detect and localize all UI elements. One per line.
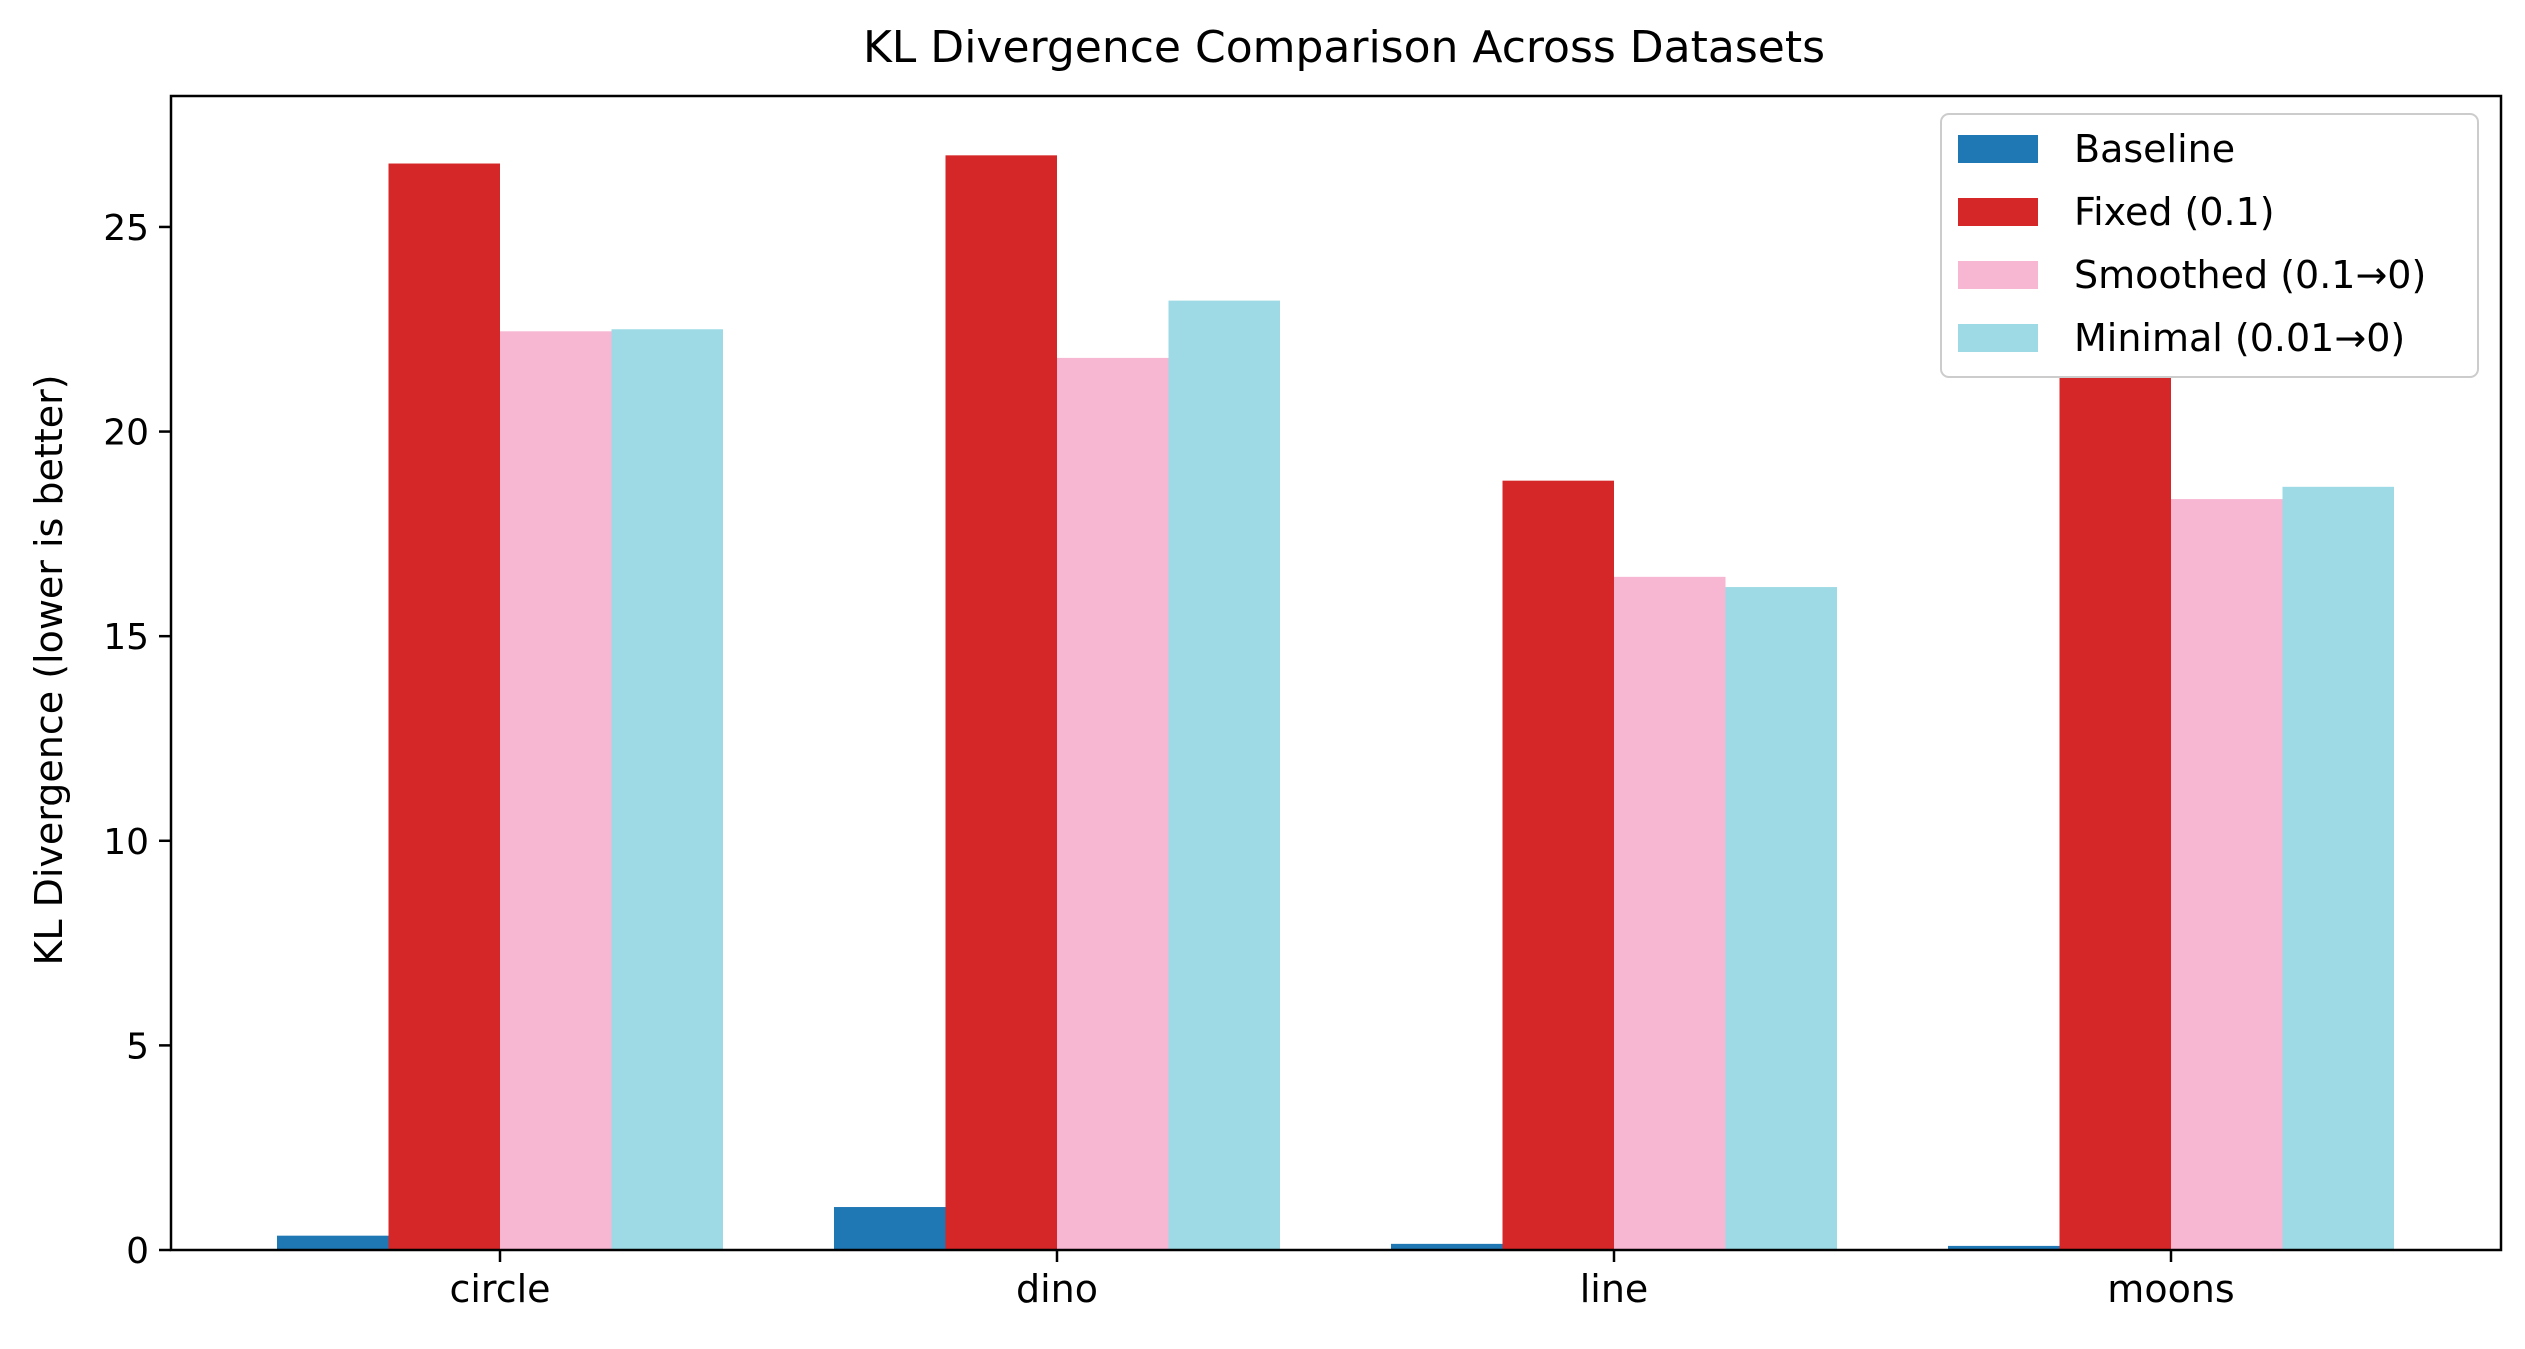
bar-baseline-circle <box>277 1235 389 1250</box>
bars-layer <box>277 155 2394 1251</box>
legend-swatch <box>1958 324 2038 352</box>
bar-baseline-line <box>1391 1243 1503 1250</box>
bar-fixed-0-1-line <box>1502 480 1614 1251</box>
x-tick-label-circle: circle <box>449 1267 550 1311</box>
legend-swatch <box>1958 135 2038 163</box>
bar-fixed-0-1-moons <box>2059 376 2171 1250</box>
bar-baseline-dino <box>834 1207 946 1250</box>
x-tick-label-line: line <box>1580 1267 1649 1311</box>
bar-fixed-0-1-dino <box>945 155 1057 1250</box>
bar-smoothed-0-1-0-dino <box>1057 357 1169 1250</box>
legend: Baseline Fixed (0.1) Smoothed (0.1→0) Minim… <box>1940 113 2479 378</box>
y-tick-label: 5 <box>126 1026 149 1067</box>
bar-minimal-0-01-0-circle <box>611 329 723 1250</box>
bar-minimal-0-01-0-dino <box>1168 300 1280 1250</box>
bar-minimal-0-01-0-moons <box>2282 486 2394 1251</box>
y-tick-label: 20 <box>103 413 149 454</box>
legend-label: Minimal (0.01→0) <box>2074 316 2405 360</box>
bar-smoothed-0-1-0-circle <box>500 331 612 1251</box>
y-ticks: 0 5 10 15 20 25 <box>103 208 171 1272</box>
y-tick-label: 0 <box>126 1231 149 1272</box>
bar-smoothed-0-1-0-moons <box>2171 499 2283 1251</box>
bar-minimal-0-01-0-line <box>1725 587 1837 1250</box>
chart-title: KL Divergence Comparison Across Datasets <box>863 22 1825 73</box>
x-tick-label-moons: moons <box>2107 1267 2234 1311</box>
bar-fixed-0-1-circle <box>388 163 500 1251</box>
legend-box <box>1940 113 2479 378</box>
legend-label: Smoothed (0.1→0) <box>2074 253 2426 297</box>
legend-label: Fixed (0.1) <box>2074 190 2275 234</box>
legend-swatch <box>1958 198 2038 226</box>
bar-smoothed-0-1-0-line <box>1614 576 1726 1250</box>
x-ticks: circle dino line moons <box>449 1250 2235 1311</box>
y-axis-label: KL Divergence (lower is better) <box>27 374 71 965</box>
x-tick-label-dino: dino <box>1016 1267 1098 1311</box>
legend-label: Baseline <box>2074 127 2235 171</box>
y-tick-label: 15 <box>103 617 149 658</box>
y-tick-label: 25 <box>103 208 149 249</box>
bar-baseline-moons <box>1948 1245 2060 1250</box>
y-tick-label: 10 <box>103 822 149 863</box>
plot-frame <box>169 94 2503 1252</box>
legend-swatch <box>1958 261 2038 289</box>
